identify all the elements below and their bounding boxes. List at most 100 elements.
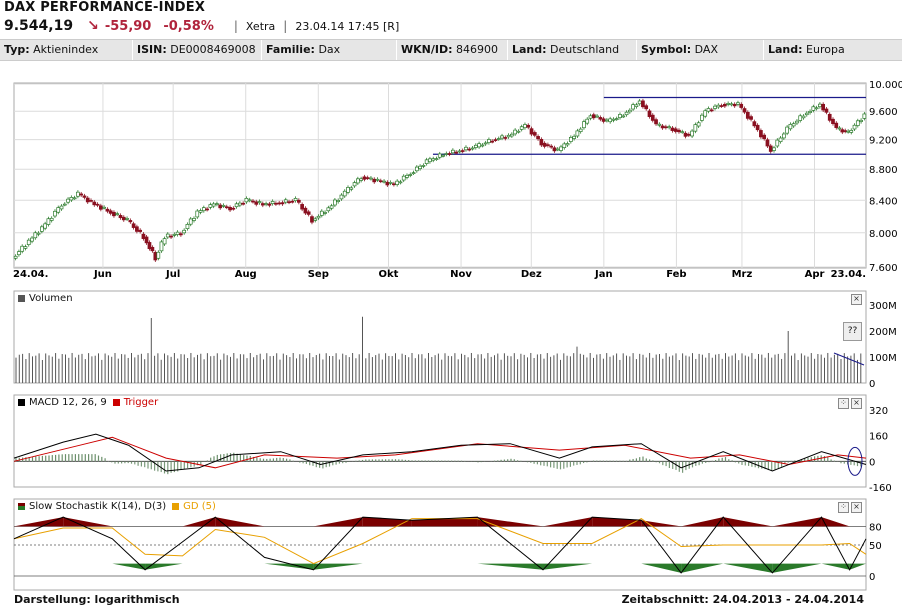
candle-body	[473, 144, 478, 148]
candle-body	[852, 124, 857, 130]
candle-body	[598, 117, 603, 120]
candle-body	[228, 207, 232, 211]
candle-body	[313, 218, 318, 221]
candle-body	[808, 111, 812, 113]
candle-body	[405, 174, 409, 178]
candle-body	[421, 165, 426, 167]
x-axis-tick-label: Jan	[594, 269, 613, 280]
candle-body	[726, 103, 730, 105]
candle-body	[316, 215, 321, 219]
price-y-tick-label: 8.400	[869, 196, 898, 207]
candle-body	[162, 238, 167, 245]
candle-body	[637, 100, 642, 105]
last-price: 9.544,19	[4, 18, 74, 34]
candle-body	[765, 139, 770, 147]
candle-body	[121, 216, 126, 221]
candle-body	[745, 111, 750, 119]
candle-body	[650, 114, 655, 121]
info-isin: ISIN: DE0008469008	[133, 40, 262, 60]
volume-panel-frame	[13, 290, 867, 384]
stoch-overbought-fill	[681, 517, 724, 527]
candle-body	[352, 182, 357, 187]
candle-body	[700, 114, 704, 121]
candle-body	[713, 105, 717, 109]
candle-body	[46, 218, 51, 225]
candle-body	[588, 115, 593, 119]
candle-body	[150, 246, 155, 252]
candle-body	[431, 158, 436, 161]
candle-body	[660, 125, 665, 129]
candle-body	[568, 136, 573, 142]
candle-body	[859, 119, 863, 122]
candle-body	[234, 203, 239, 208]
price-y-tick-label: 9.600	[869, 107, 898, 118]
change-absolute: -55,90	[104, 18, 152, 34]
info-symbol: Symbol: DAX	[637, 40, 764, 60]
candle-body	[434, 158, 439, 160]
candle-body	[539, 138, 544, 146]
price-y-tick-label: 7.600	[869, 263, 898, 274]
candle-body	[614, 118, 619, 120]
stoch-overbought-fill	[641, 520, 682, 527]
footer-period: Zeitabschnitt: 24.04.2013 - 24.04.2014	[621, 593, 864, 606]
x-axis-tick-label: 24.04.	[13, 269, 48, 280]
candle-body	[591, 114, 596, 119]
maximize-icon[interactable]: ⁘	[838, 502, 849, 513]
candle-body	[680, 131, 685, 134]
stoch-overbought-fill	[772, 517, 822, 527]
candle-body	[555, 148, 560, 151]
close-icon[interactable]: ×	[851, 502, 862, 513]
candle-body	[69, 197, 74, 201]
stoch-y-tick-label: 50	[869, 541, 882, 552]
index-title: DAX PERFORMANCE-INDEX	[4, 0, 206, 15]
candle-body	[411, 172, 416, 174]
candle-body	[719, 105, 724, 107]
candle-body	[283, 199, 288, 203]
trigger-line	[13, 436, 867, 469]
price-panel-frame	[13, 82, 867, 269]
candle-body	[188, 218, 193, 225]
candle-body	[749, 116, 753, 120]
macd-highlight-ellipse	[847, 446, 863, 476]
candle-body	[185, 224, 190, 229]
candle-body	[788, 123, 793, 130]
candle-body	[791, 123, 796, 127]
info-wkn: WKN/ID: 846900	[397, 40, 508, 60]
close-icon[interactable]: ×	[851, 294, 862, 305]
candle-body	[723, 103, 727, 107]
candle-body	[729, 103, 734, 106]
macd-panel-title: MACD 12, 26, 9 Trigger	[18, 397, 158, 408]
volume-trend-line	[833, 352, 865, 366]
candle-body	[572, 135, 576, 139]
candle-body	[493, 139, 498, 141]
maximize-icon[interactable]: ⁘	[838, 398, 849, 409]
candle-body	[862, 113, 867, 119]
stoch-legend-swatch	[18, 503, 25, 510]
candle-body	[595, 115, 599, 118]
stoch-oversold-fill	[313, 563, 363, 570]
candle-body	[231, 207, 236, 210]
candle-body	[739, 103, 744, 108]
candle-body	[795, 120, 799, 124]
candle-body	[582, 121, 586, 129]
candle-body	[49, 217, 54, 221]
stoch-overbought-fill	[592, 517, 642, 527]
close-icon[interactable]: ×	[851, 398, 862, 409]
x-axis-tick-label: Mrz	[732, 269, 753, 280]
gd-legend-swatch	[172, 503, 180, 510]
candle-body	[837, 127, 842, 130]
candle-body	[66, 198, 70, 203]
help-button[interactable]: ??	[843, 322, 862, 341]
candle-body	[775, 139, 780, 147]
candle-body	[329, 205, 334, 209]
candle-body	[287, 201, 291, 204]
stoch-k-line	[13, 516, 867, 574]
candle-body	[818, 103, 822, 108]
candle-body	[280, 202, 285, 205]
stoch-overbought-fill	[182, 517, 216, 527]
candle-body	[552, 147, 557, 152]
candle-body	[575, 130, 580, 137]
stoch-overbought-fill	[821, 517, 850, 527]
candle-body	[79, 193, 84, 196]
